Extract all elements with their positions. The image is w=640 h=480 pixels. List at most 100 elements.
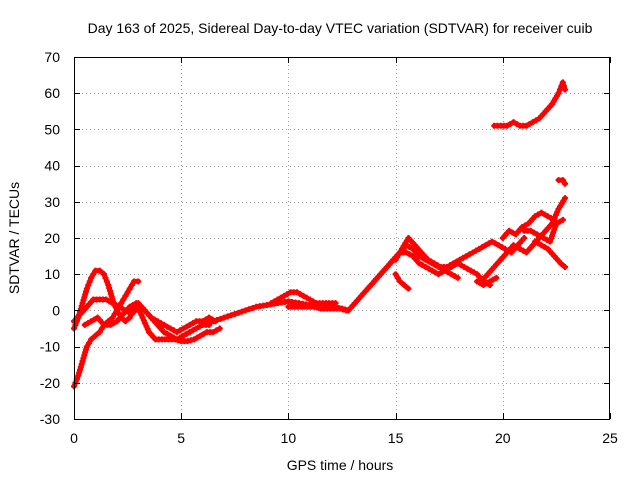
interp-point (535, 211, 542, 218)
interp-point (85, 282, 92, 289)
interp-point (394, 274, 401, 281)
interp-point (303, 294, 310, 301)
data-point (561, 86, 568, 93)
interp-point (194, 334, 201, 341)
data-point (559, 79, 566, 86)
interp-point (556, 218, 563, 225)
data-point (186, 329, 193, 336)
data-point (450, 260, 457, 267)
data-point (476, 245, 483, 252)
interp-point (170, 327, 177, 334)
data-point (538, 209, 545, 216)
interp-point (388, 259, 395, 266)
interp-point (238, 308, 245, 315)
interp-point (530, 229, 537, 236)
interp-point (187, 337, 194, 344)
data-point (126, 285, 133, 292)
data-point (210, 318, 217, 325)
interp-point (84, 320, 91, 327)
interp-point (124, 306, 131, 313)
interp-point (381, 266, 388, 273)
interp-point (249, 304, 256, 311)
interp-point (541, 211, 548, 218)
interp-point (549, 250, 556, 257)
interp-point (460, 254, 467, 261)
interp-point (93, 296, 100, 303)
interp-point (284, 291, 291, 298)
interp-point (419, 262, 426, 269)
interp-point (260, 302, 267, 309)
interp-point (409, 239, 416, 246)
series-trace-q (474, 274, 500, 289)
interp-point (560, 82, 567, 89)
data-point (534, 231, 541, 238)
data-point (135, 278, 142, 285)
series-trace-s (555, 177, 568, 187)
data-point (242, 307, 249, 314)
interp-point (447, 262, 454, 269)
interp-point (485, 240, 492, 247)
data-point (467, 267, 474, 274)
interp-point (88, 298, 95, 305)
interp-point (553, 92, 560, 99)
interp-point (104, 321, 111, 328)
data-point (167, 325, 174, 332)
data-point (480, 282, 487, 289)
interp-point (498, 244, 505, 251)
interp-point (189, 320, 196, 327)
interp-point (494, 122, 501, 129)
data-point (486, 278, 493, 285)
interp-point (520, 247, 527, 254)
data-point (431, 260, 438, 267)
interp-point (546, 103, 553, 110)
data-point (559, 216, 566, 223)
x-tick-label: 5 (177, 430, 185, 446)
y-tick-label: 60 (44, 85, 60, 101)
interp-point (548, 215, 555, 222)
data-point (274, 296, 281, 303)
interp-point (526, 120, 533, 127)
data-points (71, 79, 568, 390)
interp-point (106, 298, 113, 305)
interp-point (146, 312, 153, 319)
interp-point (297, 291, 304, 298)
y-tick-label: 40 (44, 158, 60, 174)
interp-point (196, 318, 203, 325)
interp-point (118, 313, 125, 320)
interp-point (91, 316, 98, 323)
interp-point (495, 259, 502, 266)
interp-point (520, 122, 527, 129)
data-point (221, 314, 228, 321)
series-trace-k (392, 235, 528, 270)
tick-labels: 0 5 10 15 20 25 -30 -20 -10 0 10 20 30 40 50 60 70 (40, 49, 618, 446)
interp-point (482, 273, 489, 280)
y-tick-label: -10 (40, 339, 60, 355)
data-point (109, 300, 116, 307)
data-point (448, 271, 455, 278)
interp-point (470, 269, 477, 276)
interp-point (78, 303, 85, 310)
data-point (469, 249, 476, 256)
data-point (81, 321, 88, 328)
axis-ticks (74, 57, 611, 420)
interp-point (516, 226, 523, 233)
data-point (561, 180, 568, 187)
interp-point (271, 298, 278, 305)
interp-point (349, 302, 356, 309)
interp-point (554, 208, 561, 215)
interp-point (500, 122, 507, 129)
interp-point (213, 317, 220, 324)
interp-point (158, 326, 165, 333)
interp-point (552, 223, 559, 230)
interp-point (128, 282, 135, 289)
interp-point (340, 306, 347, 313)
data-point (561, 263, 568, 270)
x-tick-label: 0 (70, 430, 78, 446)
data-point (122, 318, 129, 325)
interp-point (492, 240, 499, 247)
interp-point (509, 229, 516, 236)
interp-point (103, 278, 110, 285)
interp-point (177, 327, 184, 334)
data-point (435, 271, 442, 278)
interp-point (213, 327, 220, 334)
